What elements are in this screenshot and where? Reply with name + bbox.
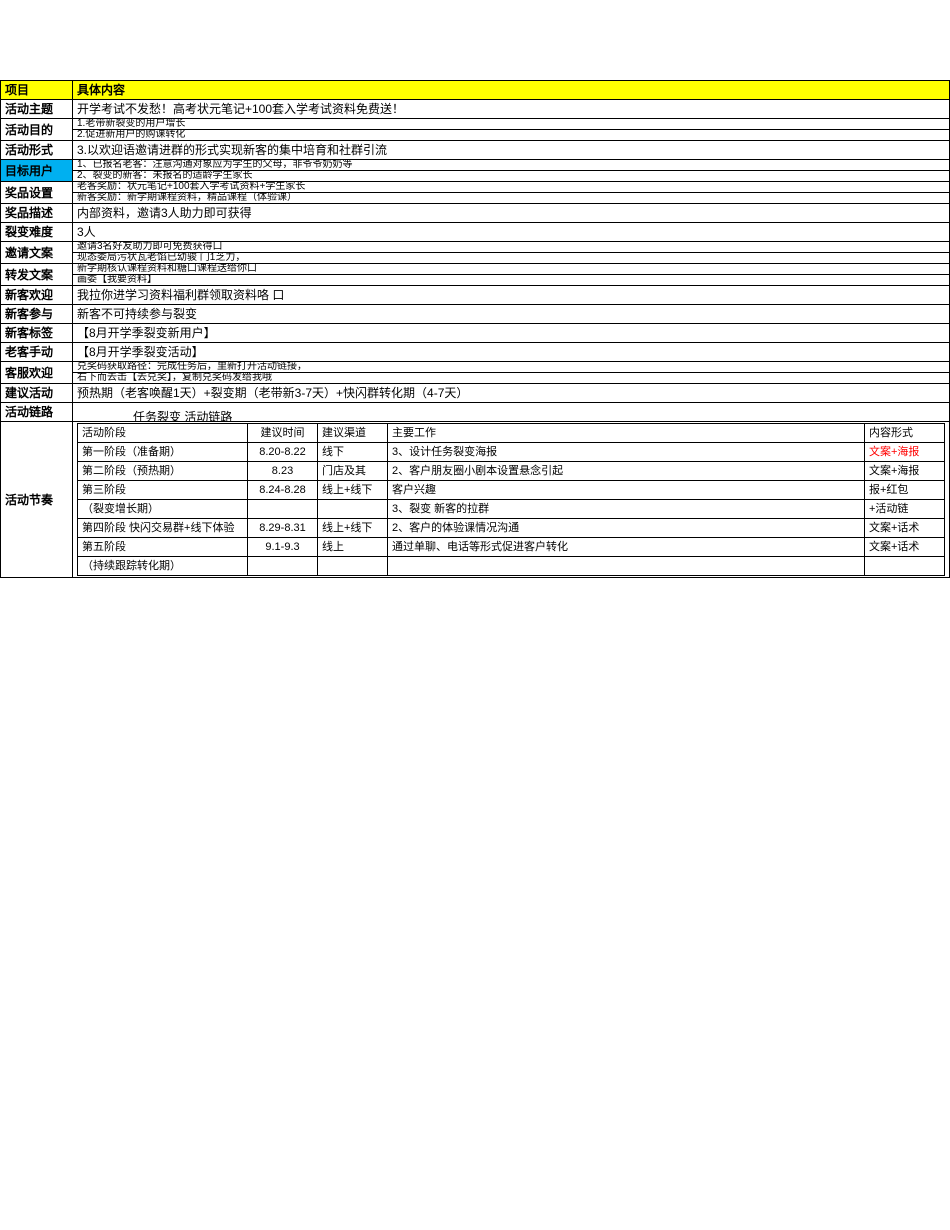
sched-cell: 线下	[318, 443, 388, 462]
sched-cell: 3、裂变 新客的拉群	[388, 500, 865, 519]
label-cswelcome: 客服欢迎	[1, 362, 73, 384]
label-suggest: 建议活动	[1, 384, 73, 403]
label-newwelcome: 新客欢迎	[1, 286, 73, 305]
label-invite: 邀请文案	[1, 242, 73, 264]
sched-row: 第四阶段 快闪交易群+线下体验8.29-8.31线上+线下2、客户的体验课情况沟…	[78, 519, 945, 538]
sched-cell	[865, 557, 945, 576]
label-oldtag: 老客手动	[1, 343, 73, 362]
val-purpose: 1.老带新裂变的用户增长	[73, 119, 950, 130]
sched-cell: 线上	[318, 538, 388, 557]
sched-row: （持续跟踪转化期）	[78, 557, 945, 576]
sched-cell: （持续跟踪转化期）	[78, 557, 248, 576]
header-row: 项目 具体内容	[1, 81, 950, 100]
main-table: 项目 具体内容 活动主题开学考试不发愁！高考状元笔记+100套入学考试资料免费送…	[0, 80, 950, 578]
label-schedule: 活动节奏	[1, 422, 73, 578]
label-flow: 活动链路	[1, 403, 73, 422]
sched-cell	[248, 557, 318, 576]
label-target: 目标用户	[1, 160, 73, 182]
val-difficulty: 3人	[73, 223, 950, 242]
val-invite2: 现态委局污状瓦老馅已幼骏 门1芝力，	[73, 253, 950, 264]
sched-cell: 线上+线下	[318, 519, 388, 538]
sched-cell: 文案+海报	[865, 462, 945, 481]
label-difficulty: 裂变难度	[1, 223, 73, 242]
sched-cell: 8.29-8.31	[248, 519, 318, 538]
sched-cell: 文案+话术	[865, 538, 945, 557]
val-invite: 邀请3名好友助力即可免费获得口	[73, 242, 950, 253]
sched-cell: 9.1-9.3	[248, 538, 318, 557]
flowchart-cell: 任务裂变 活动链路 后台裂变活动设置 微信、社群触达老用户 老用户有意愿参与活动…	[73, 403, 950, 422]
sched-cell: 2、客户朋友圈小剧本设置悬念引起	[388, 462, 865, 481]
sched-cell	[318, 500, 388, 519]
sched-cell: 通过单聊、电话等形式促进客户转化	[388, 538, 865, 557]
val-newwelcome: 我拉你进学习资料福利群领取资料咯 口	[73, 286, 950, 305]
val-target2: 2、裂变的新客：未报名的适龄学生家长	[73, 171, 950, 182]
val-suggest: 预热期（老客唤醒1天）+裂变期（老带新3-7天）+快闪群转化期（4-7天）	[73, 384, 950, 403]
val-newtag: 【8月开学季裂变新用户】	[73, 324, 950, 343]
label-newjoin: 新客参与	[1, 305, 73, 324]
sched-row: 第五阶段9.1-9.3线上通过单聊、电话等形式促进客户转化文案+话术	[78, 538, 945, 557]
sched-cell: 线上+线下	[318, 481, 388, 500]
val-forward: 新学期核认课程资料和糖口课程送给你口	[73, 264, 950, 275]
label-newtag: 新客标签	[1, 324, 73, 343]
sched-cell: 第三阶段	[78, 481, 248, 500]
sched-cell: 3、设计任务裂变海报	[388, 443, 865, 462]
val-oldtag: 【8月开学季裂变活动】	[73, 343, 950, 362]
sched-row: 第三阶段8.24-8.28线上+线下客户兴趣报+红包	[78, 481, 945, 500]
sched-cell	[388, 557, 865, 576]
sched-row: 第一阶段（准备期）8.20-8.22线下3、设计任务裂变海报文案+海报	[78, 443, 945, 462]
val-purpose2: 2.促进新用户的购课转化	[73, 130, 950, 141]
sched-cell: 文案+海报	[865, 443, 945, 462]
sched-cell: （裂变增长期）	[78, 500, 248, 519]
sched-cell: 文案+话术	[865, 519, 945, 538]
sched-cell: 客户兴趣	[388, 481, 865, 500]
label-theme: 活动主题	[1, 100, 73, 119]
sched-cell: 第二阶段（预热期）	[78, 462, 248, 481]
val-forward2: 画委【我要资料】	[73, 275, 950, 286]
val-cswelcome: 兑奖码获取路径：完成任务后，里新打开活动链接，	[73, 362, 950, 373]
sched-cell: 8.24-8.28	[248, 481, 318, 500]
val-form: 3.以欢迎语邀请进群的形式实现新客的集中培育和社群引流	[73, 141, 950, 160]
sched-cell: 第四阶段 快闪交易群+线下体验	[78, 519, 248, 538]
sched-row: （裂变增长期） 3、裂变 新客的拉群+活动链	[78, 500, 945, 519]
sched-cell: 8.23	[248, 462, 318, 481]
label-prizedesc: 奖品描述	[1, 204, 73, 223]
val-theme: 开学考试不发愁！高考状元笔记+100套入学考试资料免费送！	[73, 100, 950, 119]
sched-cell: +活动链	[865, 500, 945, 519]
val-prize: 老客奖励：状元笔记+100套入学考试资料+学生家长	[73, 182, 950, 193]
schedule-cell: 活动阶段 建议时间 建议渠道 主要工作 内容形式 第一阶段（准备期）8.20-8…	[73, 422, 950, 578]
hdr-project: 项目	[1, 81, 73, 100]
hdr-content: 具体内容	[73, 81, 950, 100]
val-newjoin: 新客不可持续参与裂变	[73, 305, 950, 324]
flow-title: 任务裂变 活动链路	[133, 409, 232, 422]
sched-cell: 门店及其	[318, 462, 388, 481]
sched-cell	[318, 557, 388, 576]
val-cswelcome2: 右下而去击【去兑奖】，复制兑奖码发给我哦	[73, 373, 950, 384]
label-prize: 奖品设置	[1, 182, 73, 204]
val-prize2: 新客奖励：新学期课程资料，精品课程（体验课）	[73, 193, 950, 204]
schedule-table: 活动阶段 建议时间 建议渠道 主要工作 内容形式 第一阶段（准备期）8.20-8…	[77, 423, 945, 576]
sched-row: 第二阶段（预热期）8.23门店及其2、客户朋友圈小剧本设置悬念引起文案+海报	[78, 462, 945, 481]
val-target: 1、已报名老客：注意沟通对象应为学生的父母，非爷爷奶奶等	[73, 160, 950, 171]
sched-header: 活动阶段 建议时间 建议渠道 主要工作 内容形式	[78, 424, 945, 443]
sched-cell	[248, 500, 318, 519]
label-form: 活动形式	[1, 141, 73, 160]
sched-cell: 第五阶段	[78, 538, 248, 557]
sched-cell: 8.20-8.22	[248, 443, 318, 462]
sched-cell: 2、客户的体验课情况沟通	[388, 519, 865, 538]
sched-cell: 第一阶段（准备期）	[78, 443, 248, 462]
label-forward: 转发文案	[1, 264, 73, 286]
sched-cell: 报+红包	[865, 481, 945, 500]
label-purpose: 活动目的	[1, 119, 73, 141]
val-prizedesc: 内部资料，邀请3人助力即可获得	[73, 204, 950, 223]
